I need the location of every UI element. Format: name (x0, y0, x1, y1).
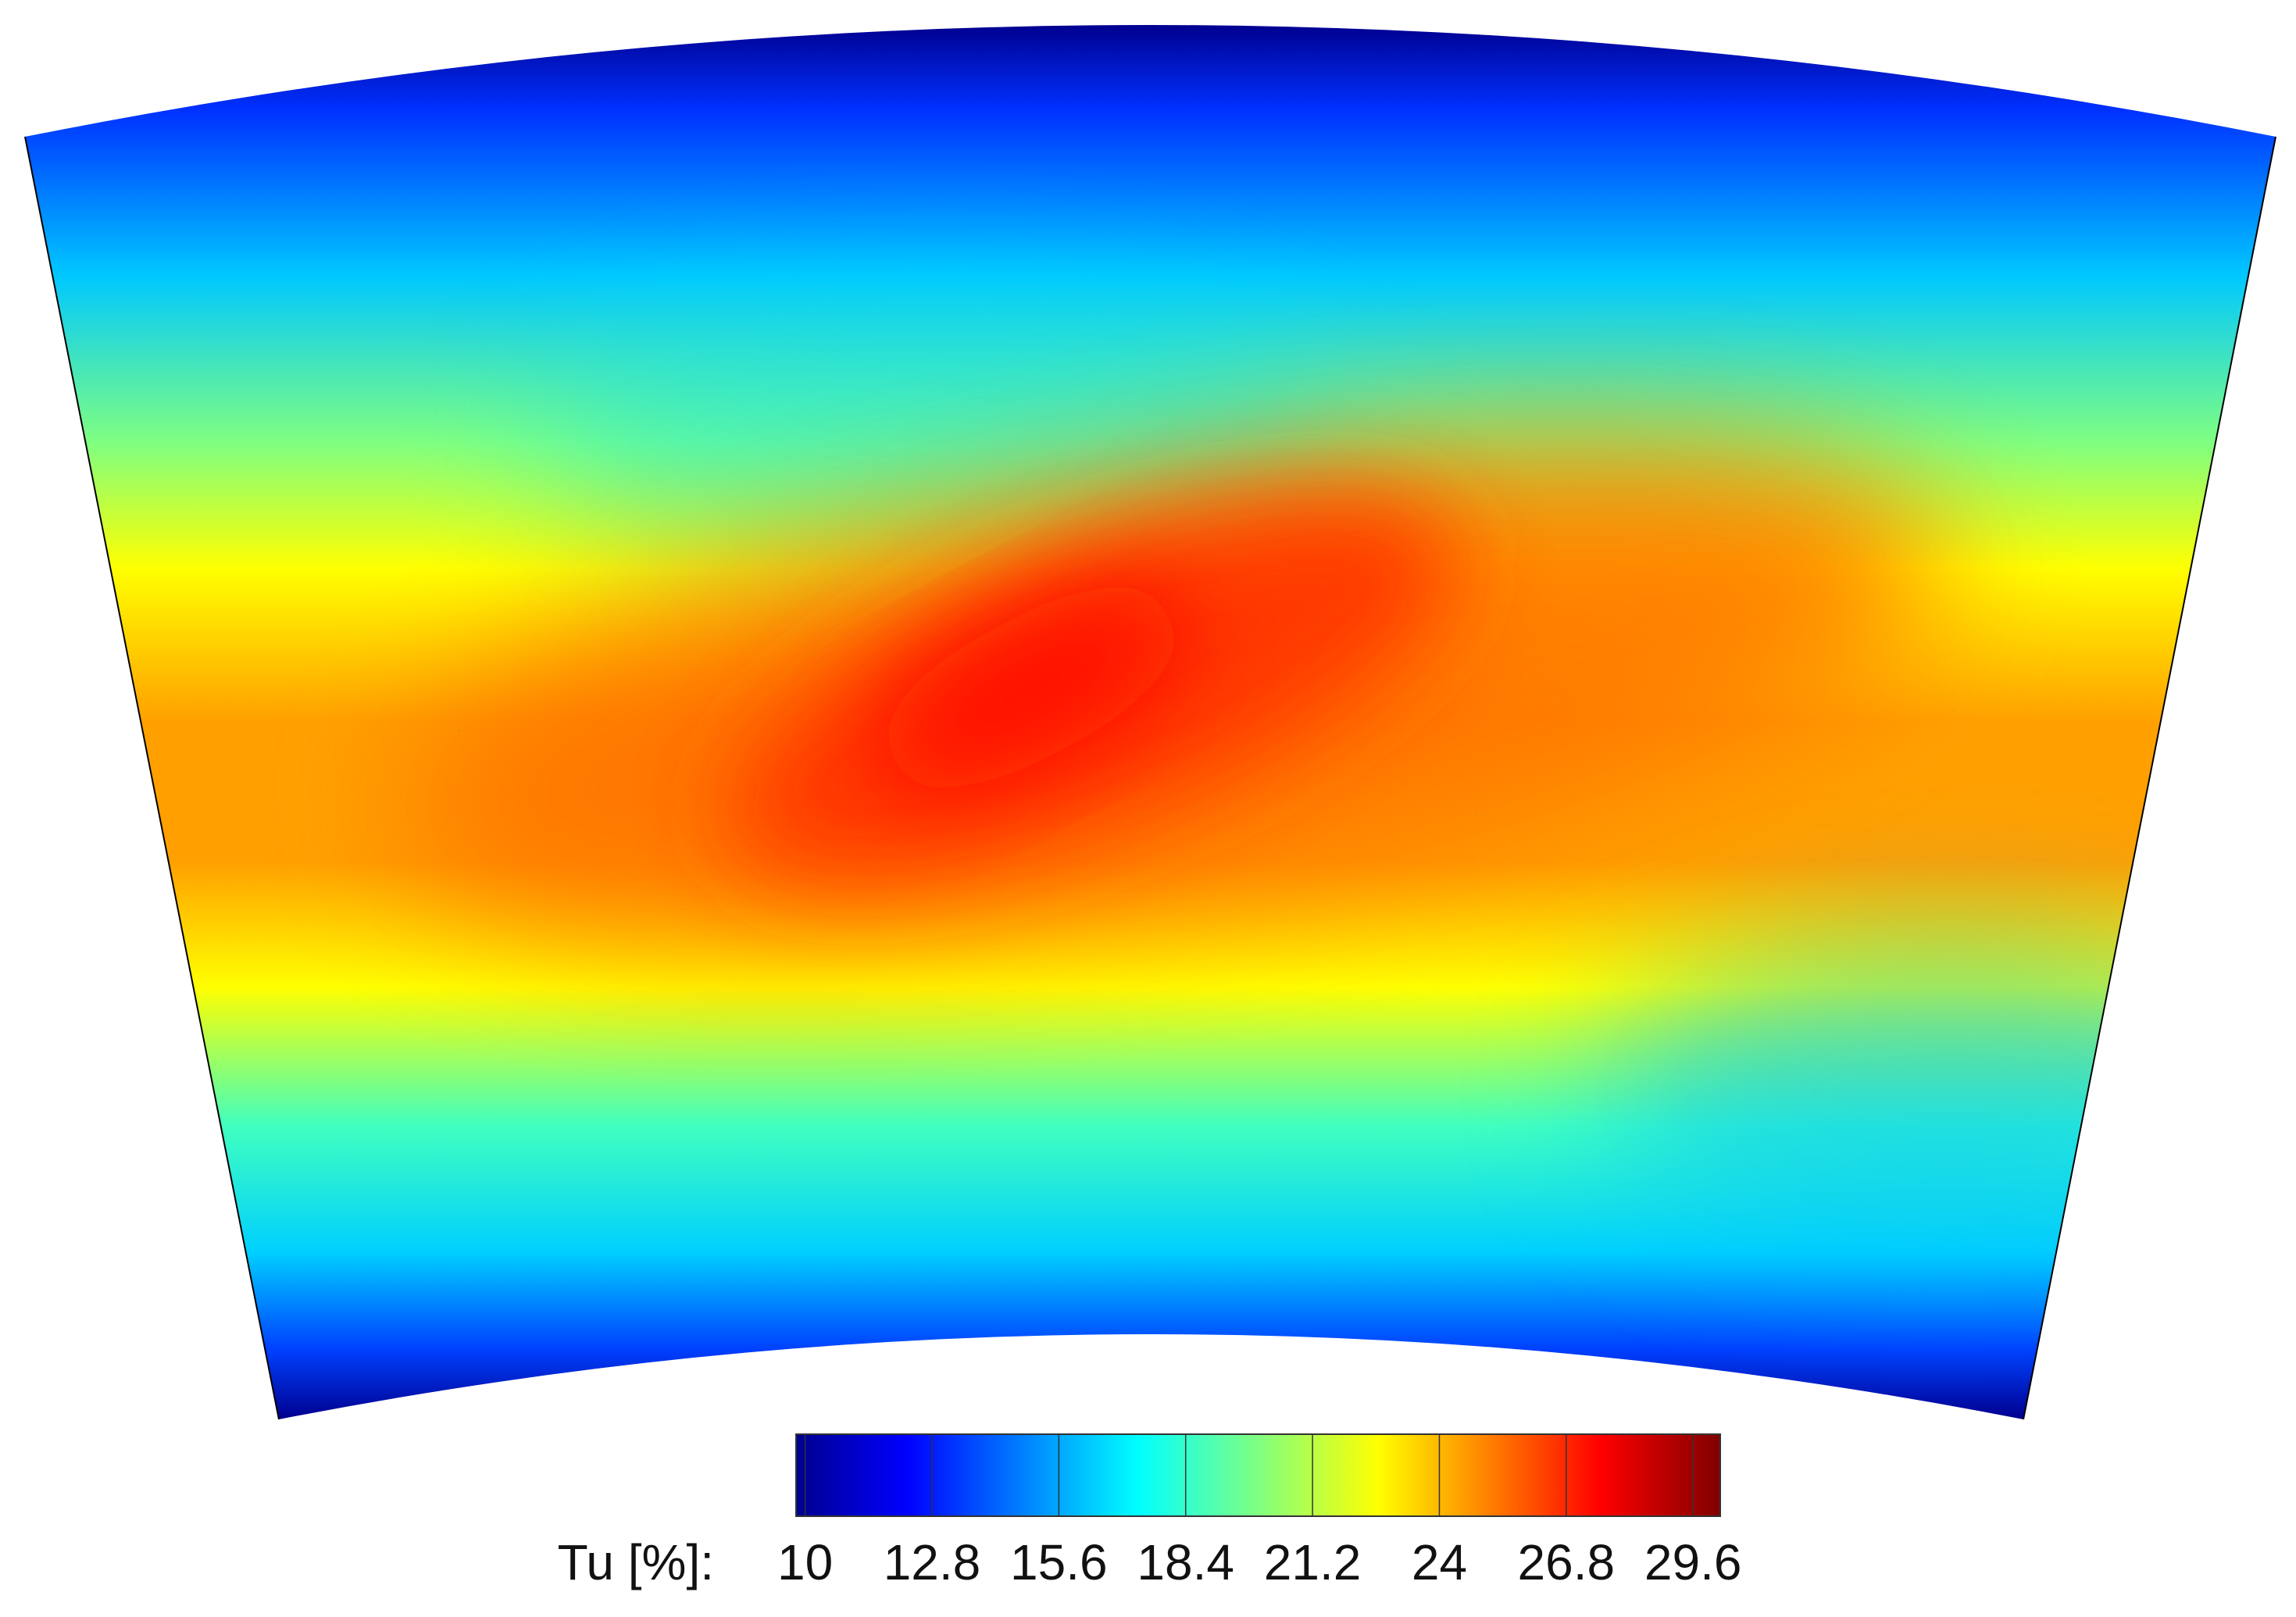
sector-edge (24, 136, 2276, 1420)
contour-field (25, 25, 2276, 1419)
colorbar-label: Tu [%]: (558, 1534, 714, 1590)
colorbar-tick-label: 15.6 (1010, 1534, 1108, 1590)
colorbar-tick-label: 26.8 (1518, 1534, 1616, 1590)
field-peak (876, 585, 1187, 790)
field-shade (1601, 937, 2276, 1250)
colorbar-tick-label: 24 (1412, 1534, 1467, 1590)
colorbar-tick-label: 29.6 (1644, 1534, 1742, 1590)
colorbar-tick-label: 21.2 (1264, 1534, 1362, 1590)
colorbar-tick-label: 18.4 (1137, 1534, 1234, 1590)
colorbar-tick-label: 12.8 (884, 1534, 981, 1590)
colorbar (795, 1433, 1721, 1517)
colorbar-tick-label: 10 (777, 1534, 833, 1590)
